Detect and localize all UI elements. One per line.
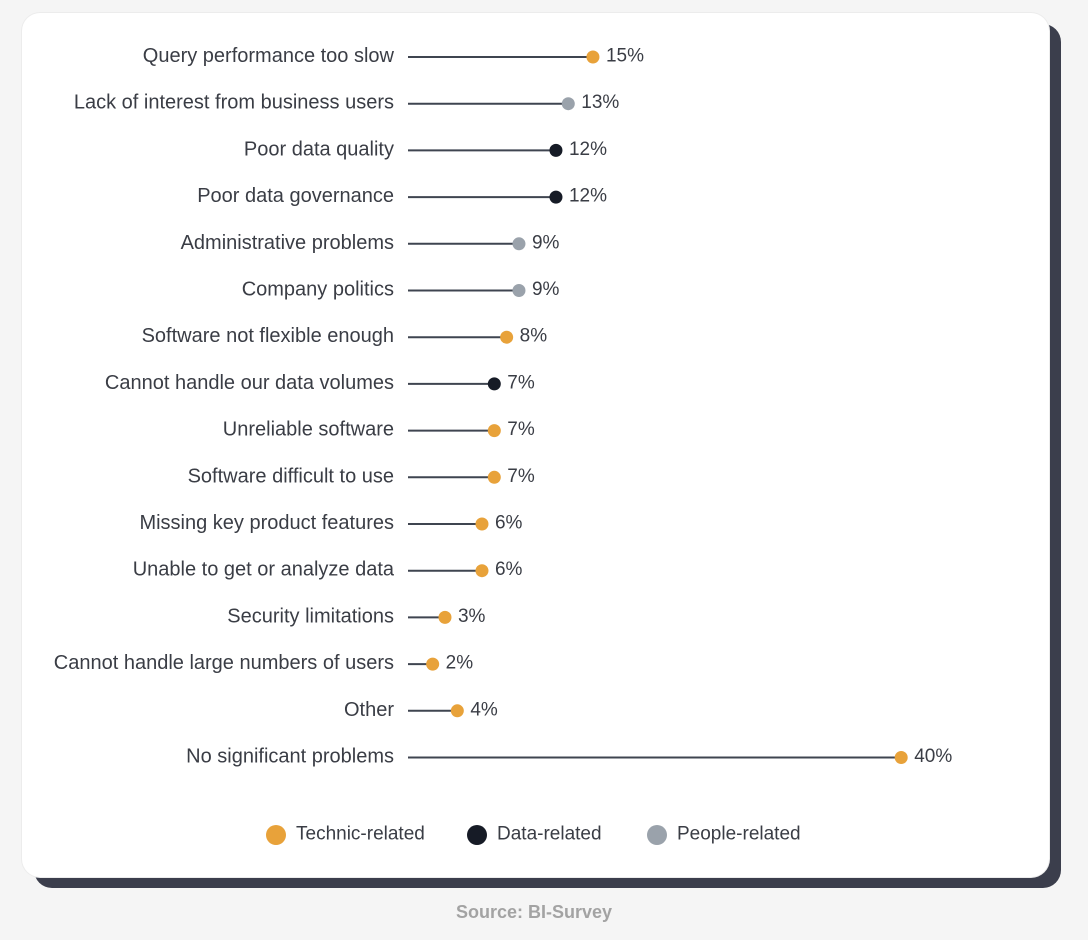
value-label: 12% <box>569 139 607 160</box>
value-label: 15% <box>606 46 644 67</box>
category-label: Query performance too slow <box>143 45 395 67</box>
value-label: 7% <box>507 466 535 487</box>
value-label: 2% <box>446 653 474 674</box>
legend-label-people: People-related <box>677 824 801 845</box>
category-label: Security limitations <box>227 605 394 627</box>
lollipop-dot <box>512 237 526 251</box>
legend-label-technic: Technic-related <box>296 824 425 845</box>
value-label: 4% <box>470 699 498 720</box>
lollipop-dot <box>549 143 563 157</box>
lollipop-dot <box>426 657 440 671</box>
lollipop-dot <box>450 704 464 718</box>
lollipop-dot <box>475 517 489 531</box>
category-label: Company politics <box>242 279 394 301</box>
lollipop-dot <box>512 284 526 297</box>
lollipop-dot <box>894 751 908 764</box>
legend-swatch-people <box>647 825 667 845</box>
category-label: Software not flexible enough <box>142 325 394 347</box>
value-label: 9% <box>532 232 560 253</box>
lollipop-dot <box>475 564 489 578</box>
lollipop-dot <box>487 470 501 484</box>
lollipop-dot <box>438 610 452 624</box>
category-label: Cannot handle large numbers of users <box>54 652 394 674</box>
value-label: 8% <box>520 326 548 347</box>
category-label: Poor data governance <box>197 185 394 207</box>
category-label: Unable to get or analyze data <box>133 559 395 581</box>
category-label: Missing key product features <box>139 512 394 534</box>
value-label: 6% <box>495 559 523 580</box>
category-label: Unreliable software <box>223 419 394 441</box>
lollipop-dot <box>549 190 563 204</box>
legend-swatch-technic <box>266 825 286 845</box>
value-label: 7% <box>507 419 535 440</box>
chart-card <box>22 13 1049 877</box>
category-label: Other <box>344 699 394 721</box>
value-label: 40% <box>914 746 952 767</box>
lollipop-dot <box>586 50 600 64</box>
category-label: Cannot handle our data volumes <box>105 372 394 394</box>
lollipop-dot <box>487 377 501 391</box>
value-label: 7% <box>507 372 535 393</box>
value-label: 6% <box>495 513 523 534</box>
category-label: Lack of interest from business users <box>74 92 394 114</box>
lollipop-dot <box>500 330 514 344</box>
value-label: 12% <box>569 186 607 207</box>
value-label: 9% <box>532 279 560 300</box>
value-label: 3% <box>458 606 486 627</box>
legend-label-data: Data-related <box>497 824 602 845</box>
category-label: Administrative problems <box>181 232 394 254</box>
lollipop-dot <box>487 424 501 438</box>
source-caption: Source: BI-Survey <box>455 902 613 922</box>
value-label: 13% <box>581 92 619 113</box>
legend-swatch-data <box>467 825 487 845</box>
category-label: Poor data quality <box>244 138 394 160</box>
lollipop-dot <box>561 97 575 111</box>
category-label: No significant problems <box>186 746 394 768</box>
category-label: Software difficult to use <box>188 465 394 487</box>
